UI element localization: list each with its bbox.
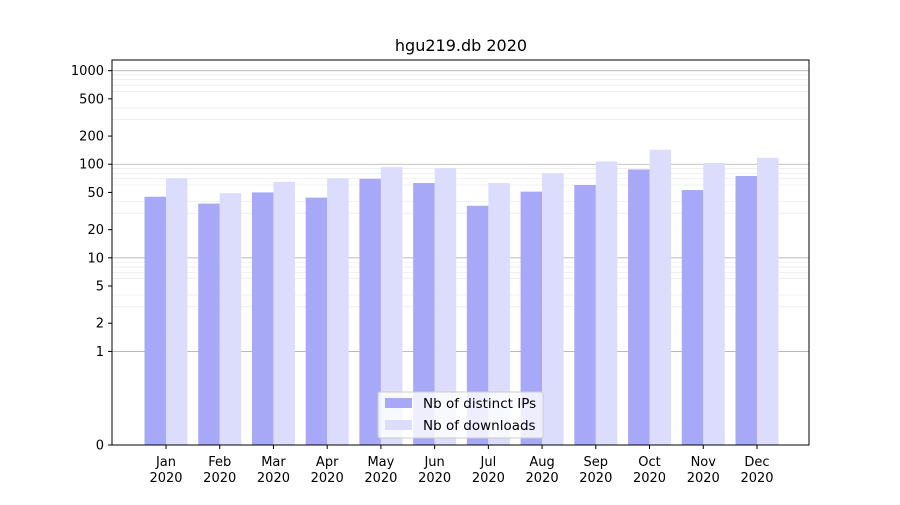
y-axis: 0 1 2 5 10 20 50 100 200 500 1000 (71, 64, 112, 454)
bar-distinct-ips (520, 191, 543, 445)
x-tick-label-year: 2020 (579, 471, 612, 486)
x-tick-label-month: Aug (529, 455, 554, 470)
bar-distinct-ips (413, 183, 435, 446)
bar-downloads (219, 193, 242, 445)
bar-downloads (542, 173, 564, 445)
x-tick-label-year: 2020 (633, 471, 666, 486)
y-tick-label: 200 (79, 130, 104, 145)
bar-downloads (380, 167, 403, 446)
bar-downloads (488, 183, 510, 446)
plot-frame (111, 59, 810, 446)
bar-distinct-ips (735, 175, 757, 445)
x-tick-label-year: 2020 (311, 471, 344, 486)
bar-downloads (166, 178, 188, 445)
bar-downloads (327, 178, 349, 445)
bar-downloads (434, 168, 457, 445)
y-tick-label: 500 (79, 92, 104, 107)
legend-box (377, 391, 544, 439)
x-tick-label-year: 2020 (687, 471, 720, 486)
bars (144, 149, 779, 446)
bar-distinct-ips (681, 190, 704, 445)
y-tick-label: 2 (96, 317, 104, 332)
chart-title: hgu219.db 2020 (395, 36, 527, 55)
x-tick-label-month: Jan (155, 455, 176, 470)
bar-distinct-ips (251, 192, 274, 445)
y-tick-label: 10 (87, 251, 104, 266)
x-tick-label-month: Feb (208, 455, 231, 470)
bar-distinct-ips (144, 196, 166, 445)
x-tick-label-month: Jul (480, 455, 497, 470)
legend-swatch-distinct-ips (385, 398, 412, 408)
bar-distinct-ips (305, 197, 328, 445)
x-tick-label-year: 2020 (472, 471, 505, 486)
bar-distinct-ips (359, 178, 381, 446)
x-tick-label-year: 2020 (149, 471, 182, 486)
legend-swatch-downloads (385, 420, 412, 430)
x-tick-label-month: Apr (316, 455, 339, 470)
x-tick-label-month: Jun (423, 455, 444, 470)
bar-downloads (757, 157, 779, 446)
y-tick-label: 0 (96, 439, 104, 454)
y-tick-label: 100 (79, 158, 104, 173)
y-tick-label: 50 (87, 186, 104, 201)
y-tick-label: 20 (87, 223, 104, 238)
y-tick-label: 1 (96, 345, 104, 360)
bar-distinct-ips (628, 169, 650, 446)
x-tick-label-month: Nov (691, 455, 717, 470)
legend: Nb of distinct IPs Nb of downloads (377, 391, 544, 439)
x-tick-label-month: Mar (261, 455, 286, 470)
bar-distinct-ips (574, 185, 596, 445)
x-tick-label-year: 2020 (740, 471, 773, 486)
x-tick-label-month: Sep (584, 455, 609, 470)
bar-downloads (703, 163, 725, 445)
x-tick-label-year: 2020 (257, 471, 290, 486)
bar-distinct-ips (198, 203, 220, 445)
x-tick-label-year: 2020 (364, 471, 397, 486)
x-tick-label-year: 2020 (526, 471, 559, 486)
bar-downloads (595, 161, 618, 445)
x-axis: Jan2020Feb2020Mar2020Apr2020May2020Jun20… (149, 445, 774, 486)
x-tick-label-month: Oct (638, 455, 660, 470)
x-tick-label-month: Dec (744, 455, 769, 470)
bar-distinct-ips (466, 205, 489, 445)
y-tick-label: 1000 (71, 64, 104, 79)
bar-downloads (649, 149, 672, 445)
x-tick-label-month: May (367, 455, 394, 470)
legend-label-distinct-ips: Nb of distinct IPs (423, 396, 536, 412)
legend-label-downloads: Nb of downloads (423, 418, 536, 434)
bar-downloads (273, 181, 295, 446)
x-tick-label-year: 2020 (418, 471, 451, 486)
x-tick-label-year: 2020 (203, 471, 236, 486)
y-tick-label: 5 (96, 280, 104, 295)
